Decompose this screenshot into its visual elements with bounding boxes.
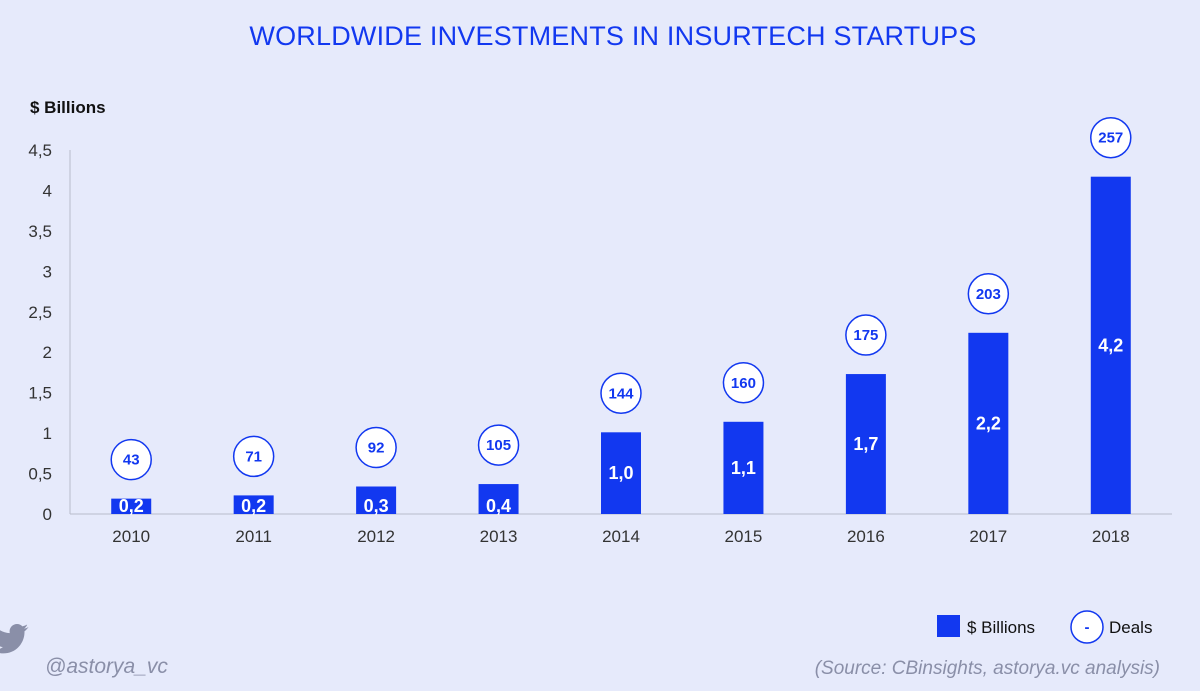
- legend-bar-swatch: [937, 615, 960, 637]
- legend-deals-symbol: -: [1085, 619, 1090, 636]
- deal-count-circle: [967, 273, 1010, 315]
- x-axis: 2010 2011 2012 2013 2014 2015 2016 2017 2018: [70, 513, 1172, 546]
- deal-count-circle: [232, 435, 275, 478]
- legend-bar-label: $ Billions: [967, 618, 1035, 637]
- x-tick-label: 2016: [847, 527, 885, 546]
- chart-title: WORLDWIDE INVESTMENTS IN INSURTECH START…: [249, 21, 976, 51]
- deals-series: 43 71 92 105 144 160 175 203 257: [110, 116, 1132, 481]
- deal-count-label: 105: [486, 437, 511, 454]
- y-tick-label: 3: [43, 262, 52, 281]
- y-tick-label: 4: [43, 181, 52, 200]
- x-tick-label: 2015: [725, 527, 763, 546]
- deal-count-circle: [722, 362, 765, 404]
- x-tick-label: 2013: [480, 527, 518, 546]
- deal-count-label: 175: [853, 327, 878, 344]
- y-tick-label: 3,5: [28, 222, 52, 241]
- y-tick-label: 2: [43, 343, 52, 362]
- deal-count-label: 92: [368, 439, 385, 456]
- bar-value-label: 1,7: [853, 434, 878, 454]
- investment-bar: [601, 432, 641, 514]
- x-tick-label: 2017: [969, 527, 1007, 546]
- twitter-bird-icon: [0, 624, 29, 654]
- y-tick-label: 0: [43, 505, 52, 524]
- deal-count-circle: [355, 426, 397, 469]
- deal-count-label: 144: [608, 385, 634, 402]
- twitter-handle: @astorya_vc: [45, 655, 168, 678]
- x-tick-label: 2011: [235, 527, 272, 546]
- y-axis-unit-label: $ Billions: [30, 98, 106, 117]
- y-tick-label: 4,5: [28, 141, 52, 160]
- twitter-footer: @astorya_vc: [0, 624, 168, 678]
- bar-value-label: 1,0: [608, 463, 633, 483]
- deal-count-label: 71: [245, 448, 262, 465]
- x-tick-label: 2014: [602, 527, 640, 546]
- bar-value-label: 4,2: [1098, 335, 1123, 355]
- x-tick-label: 2012: [357, 527, 395, 546]
- bar-value-label: 0,3: [364, 496, 389, 516]
- investment-bar: [111, 498, 152, 514]
- investment-bar: [233, 495, 274, 514]
- deal-count-circle: [477, 424, 520, 466]
- y-tick-label: 2,5: [28, 303, 52, 322]
- legend-deals-label: Deals: [1109, 618, 1152, 637]
- deal-count-label: 257: [1098, 130, 1123, 147]
- y-tick-label: 1,5: [28, 384, 52, 403]
- deal-count-circle: [600, 372, 642, 415]
- bar-value-label: 2,2: [976, 413, 1001, 433]
- deal-count-label: 43: [123, 452, 140, 469]
- bar-value-label: 0,4: [486, 496, 511, 516]
- legend: $ Billions - Deals: [937, 610, 1152, 644]
- legend-deals-circle: [1070, 610, 1104, 644]
- deal-count-circle: [1090, 116, 1132, 159]
- x-tick-label: 2018: [1092, 527, 1130, 546]
- investment-bar: [478, 484, 519, 514]
- bar-value-label: 0,2: [119, 496, 144, 516]
- investment-bar: [1090, 176, 1131, 514]
- bar-value-label: 1,1: [731, 458, 756, 478]
- deal-count-circle: [110, 438, 152, 481]
- source-note: (Source: CBinsights, astorya.vc analysis…: [815, 658, 1160, 679]
- investment-bar: [723, 421, 764, 514]
- y-tick-label: 0,5: [28, 465, 52, 484]
- deal-count-label: 203: [976, 286, 1001, 303]
- bar-value-label: 0,2: [241, 496, 266, 516]
- y-axis: 0 0,5 1 1,5 2 2,5 3 3,5 4 4,5: [28, 141, 71, 524]
- investment-bar: [968, 332, 1009, 514]
- bar-series: 0,2 0,2 0,3 0,4 1,0 1,1 1,7 2,2 4,2: [111, 176, 1131, 516]
- deal-count-circle: [845, 314, 887, 356]
- x-tick-label: 2010: [112, 527, 150, 546]
- deal-count-label: 160: [731, 375, 756, 392]
- investment-bar: [356, 486, 397, 514]
- y-tick-label: 1: [43, 424, 52, 443]
- investment-bar: [845, 374, 886, 514]
